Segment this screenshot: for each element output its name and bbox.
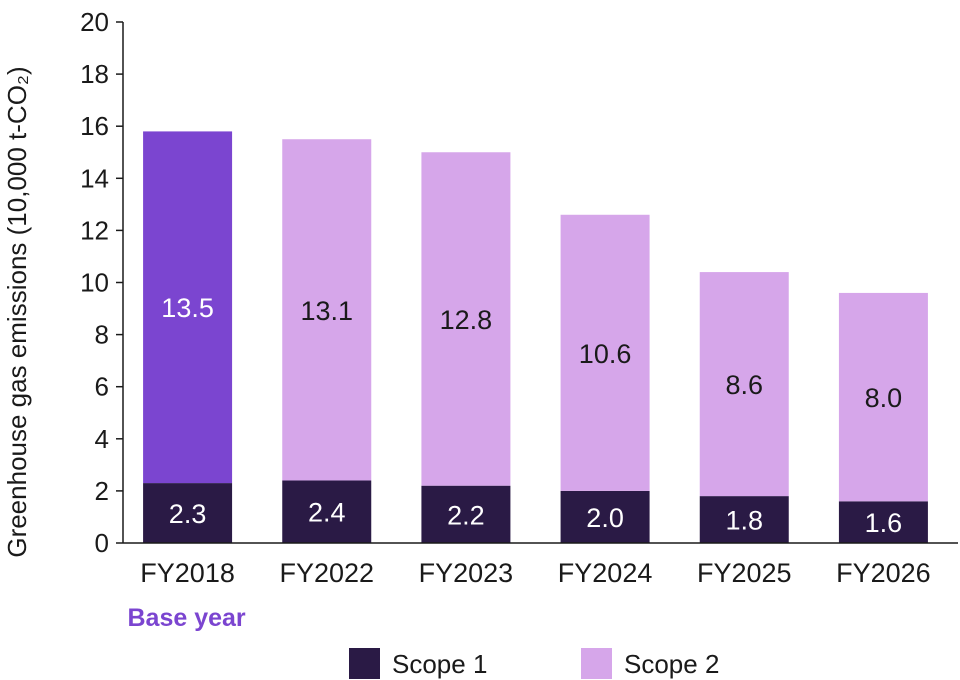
data-label-scope-2-fy2024: 10.6 (579, 339, 632, 369)
x-tick-label-fy2018: FY2018 (140, 558, 235, 588)
y-tick-label: 2 (95, 476, 109, 506)
data-label-scope-2-fy2025: 8.6 (725, 370, 763, 400)
y-axis-label-group: Greenhouse gas emissions (10,000 t-CO₂) (2, 66, 32, 557)
y-tick-label: 12 (80, 215, 109, 245)
x-tick-label-fy2024: FY2024 (558, 558, 653, 588)
x-tick-label-fy2023: FY2023 (419, 558, 514, 588)
bar-scope-2-fy2022 (282, 139, 372, 481)
y-axis-ticks: 0 2 4 6 8 10 12 14 16 18 20 (80, 7, 123, 558)
bar-scope-1-fy2018 (143, 483, 233, 543)
x-tick-label-fy2026: FY2026 (836, 558, 931, 588)
bar-scope-1-fy2022 (282, 480, 372, 543)
bar-scope-2-fy2025 (699, 272, 789, 497)
legend-label-scope-2: Scope 2 (624, 649, 719, 679)
y-tick-label: 14 (80, 163, 109, 193)
y-axis-label: Greenhouse gas emissions (10,000 t-CO₂) (2, 66, 32, 557)
legend-swatch-scope-1 (349, 648, 380, 679)
y-tick-label: 8 (95, 320, 109, 350)
y-tick-label: 18 (80, 59, 109, 89)
y-tick-label: 20 (80, 7, 109, 37)
bar-scope-2-fy2024 (560, 214, 650, 491)
legend-swatch-scope-2 (581, 648, 612, 679)
bar-scope-2-fy2026 (838, 292, 928, 502)
x-tick-label-fy2022: FY2022 (279, 558, 374, 588)
data-label-scope-2-fy2018: 13.5 (161, 293, 214, 323)
data-label-scope-2-fy2026: 8.0 (865, 383, 903, 413)
bar-scope-1-fy2024 (560, 490, 650, 543)
data-label-scope-1-fy2018: 2.3 (169, 499, 207, 529)
y-tick-label: 10 (80, 268, 109, 298)
y-tick-label: 16 (80, 111, 109, 141)
legend: Scope 1 Scope 2 (349, 648, 719, 679)
data-label-scope-1-fy2024: 2.0 (586, 503, 624, 533)
data-label-scope-1-fy2022: 2.4 (308, 498, 346, 528)
y-tick-label: 4 (95, 424, 109, 454)
bar-scope-2-fy2018 (143, 131, 233, 484)
bar-scope-1-fy2026 (838, 501, 928, 543)
y-tick-label: 0 (95, 528, 109, 558)
bar-scope-1-fy2025 (699, 496, 789, 543)
base-year-annotation: Base year (128, 604, 246, 632)
data-label-scope-1-fy2026: 1.6 (865, 508, 903, 538)
x-axis-tick-labels: FY2018 FY2022 FY2023 FY2024 FY2025 FY2026 (140, 558, 930, 588)
y-tick-label: 6 (95, 372, 109, 402)
legend-label-scope-1: Scope 1 (392, 649, 487, 679)
data-label-scope-2-fy2022: 13.1 (300, 296, 353, 326)
bars: 2.3 13.5 2.4 13.1 2.2 12.8 2.0 10.6 1.8 8.6 1.6 8.0 (143, 131, 928, 543)
x-tick-label-fy2025: FY2025 (697, 558, 792, 588)
data-label-scope-1-fy2025: 1.8 (725, 506, 763, 536)
data-label-scope-1-fy2023: 2.2 (447, 500, 485, 530)
bar-scope-2-fy2023 (421, 152, 511, 486)
bar-scope-1-fy2023 (421, 485, 511, 543)
data-label-scope-2-fy2023: 12.8 (440, 305, 493, 335)
